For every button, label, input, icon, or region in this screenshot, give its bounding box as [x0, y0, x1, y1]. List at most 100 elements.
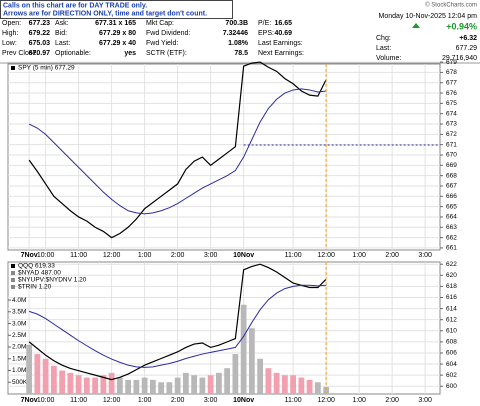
quote-value: 1.08% [228, 40, 249, 47]
quote-label: EPS: [258, 30, 274, 37]
volume-bar [215, 372, 222, 394]
y-tick-label: 671 [446, 141, 457, 148]
y-tick-label: 600 [446, 383, 457, 390]
x-tick-label: 12:00 [317, 252, 335, 259]
y-tick-label: 676 [446, 90, 457, 97]
y-tick-label: 678 [446, 69, 457, 76]
y-tick-label: 663 [446, 224, 457, 231]
volume-bar [199, 377, 206, 394]
moving-average [28, 88, 327, 215]
legend-swatch [11, 278, 15, 282]
stat-label: Chg: [376, 35, 391, 42]
volume-bar [100, 375, 107, 394]
volume-bar [125, 379, 132, 394]
quote-label: Last: [55, 40, 70, 47]
volume-bar [248, 328, 255, 394]
x-tick-label: 10Nov [233, 252, 254, 259]
legend-swatch [11, 66, 15, 70]
quote-value: 675.03 [29, 40, 51, 47]
quote-label: Next Earnings: [258, 50, 304, 57]
y2-tick-label: 3.0M [12, 320, 26, 327]
y-tick-label: 618 [446, 283, 457, 290]
y-tick-label: 606 [446, 350, 457, 357]
volume-bar [141, 377, 148, 394]
volume-bar [83, 377, 90, 394]
y-tick-label: 620 [446, 272, 457, 279]
volume-bar [314, 382, 321, 394]
y-tick-label: 608 [446, 339, 457, 346]
quote-value: 7.32446 [223, 30, 248, 37]
stat-value: 29,716,940 [442, 55, 477, 62]
legend-swatch [11, 285, 15, 289]
y-tick-label: 674 [446, 110, 457, 117]
y2-tick-label: 500K [12, 379, 28, 386]
y-tick-label: 612 [446, 316, 457, 323]
stat-value: +6.32 [459, 35, 477, 42]
x-tick-label: 12:00 [103, 252, 121, 259]
quote-label: Bid: [55, 30, 67, 37]
legend-swatch [11, 271, 15, 275]
copyright: © StockCharts.com [425, 2, 477, 9]
legend-swatch [11, 264, 15, 268]
volume-bar [281, 375, 288, 394]
y-tick-label: 610 [446, 327, 457, 334]
volume-bar [59, 370, 66, 394]
up-arrow-icon [412, 23, 420, 28]
volume-bar [257, 358, 264, 394]
moving-average [28, 284, 327, 368]
quote-value: 677.23 [29, 20, 51, 27]
change-pct: +0.94% [446, 21, 477, 31]
volume-bar [290, 375, 297, 394]
y-tick-label: 662 [446, 234, 457, 241]
x-tick-label: 1:00 [138, 252, 152, 259]
x-tick-label: 12:00 [103, 397, 121, 404]
x-tick-label: 12:00 [317, 397, 335, 404]
volume-bar [182, 372, 189, 394]
y2-tick-label: 4.0M [12, 297, 26, 304]
volume-bar [273, 372, 280, 394]
quote-value: 700.3B [225, 20, 248, 27]
quote-label: Mkt Cap: [146, 20, 174, 27]
legend-entry: SPY (5 min) 677.29 [18, 65, 75, 72]
quote-label: Open: [2, 20, 21, 27]
x-tick-label: 1:00 [138, 397, 152, 404]
y-tick-label: 673 [446, 121, 457, 128]
x-tick-label: 2:00 [385, 397, 399, 404]
quote-value: 16.65 [274, 20, 292, 27]
quote-label: Ask: [55, 20, 69, 27]
volume-bar [50, 365, 57, 394]
x-tick-label: 10:00 [37, 252, 55, 259]
x-tick-label: 7Nov [21, 252, 38, 259]
volume-bar [265, 368, 272, 394]
x-tick-label: 2:00 [171, 397, 185, 404]
quote-value: 677.29 x 80 [99, 30, 136, 37]
y-tick-label: 604 [446, 361, 457, 368]
quote-label: P/E: [258, 20, 271, 27]
y-tick-label: 666 [446, 193, 457, 200]
y2-tick-label: 1.5M [12, 355, 26, 362]
volume-bar [323, 386, 330, 394]
y-tick-label: 661 [446, 245, 457, 252]
y-tick-label: 664 [446, 214, 457, 221]
y2-tick-label: 2.5M [12, 332, 26, 339]
quote-label: Fwd Dividend: [146, 30, 190, 37]
volume-bar [191, 375, 198, 394]
volume-bar [166, 382, 173, 394]
y-tick-label: 614 [446, 305, 457, 312]
y-tick-label: 667 [446, 183, 457, 190]
volume-bar [108, 372, 115, 394]
stat-label: Volume: [376, 55, 401, 62]
x-tick-label: 3:00 [204, 397, 218, 404]
y-tick-label: 675 [446, 100, 457, 107]
panel [7, 63, 441, 251]
quote-value: 677.29 x 40 [99, 40, 136, 47]
x-tick-label: 2:00 [385, 252, 399, 259]
notice-line: Calls on this chart are for DAY TRADE on… [3, 2, 147, 9]
datetime: Monday 10-Nov-2025 12:04 pm [379, 13, 478, 20]
volume-bar [224, 368, 231, 394]
volume-bar [133, 379, 140, 394]
volume-bar [149, 379, 156, 394]
x-tick-label: 10Nov [233, 397, 254, 404]
volume-bar [26, 344, 33, 394]
